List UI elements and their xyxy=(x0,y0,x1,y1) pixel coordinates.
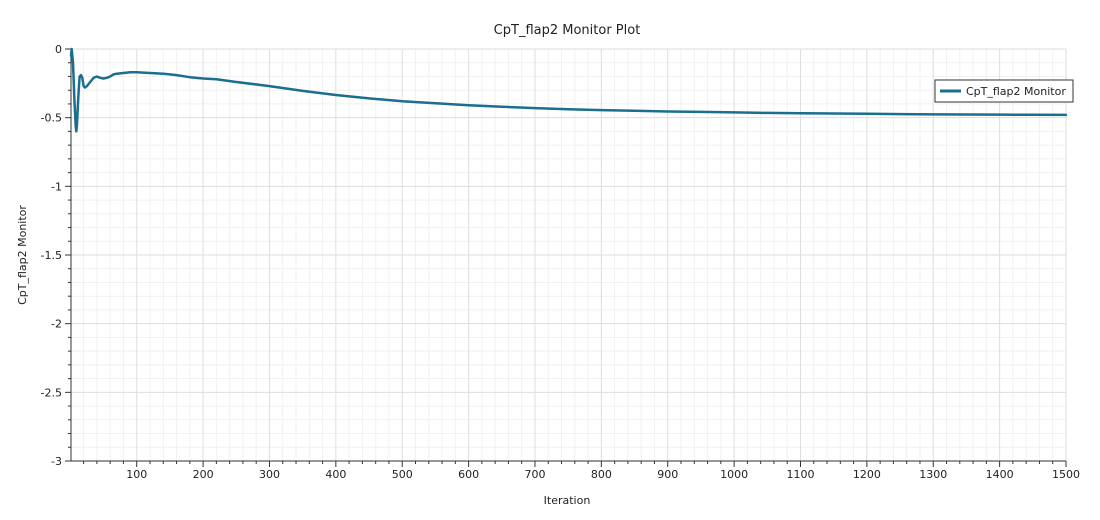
x-tick-label: 100 xyxy=(126,468,147,481)
legend-label: CpT_flap2 Monitor xyxy=(966,85,1066,98)
y-tick-label: 0 xyxy=(55,43,62,56)
x-tick-label: 800 xyxy=(591,468,612,481)
x-tick-label: 300 xyxy=(259,468,280,481)
x-tick-label: 600 xyxy=(458,468,479,481)
x-tick-label: 1400 xyxy=(986,468,1014,481)
series-line xyxy=(69,47,1068,133)
x-axis-label: Iteration xyxy=(544,494,591,507)
grid-layer xyxy=(71,48,1067,462)
legend: CpT_flap2 Monitor xyxy=(934,79,1074,103)
ticks-layer: 100 200 300 400 500 600 700 800 900 1000 1100 1200 1… xyxy=(41,43,1080,481)
y-tick-label: -3 xyxy=(51,455,62,468)
x-tick-label: 900 xyxy=(657,468,678,481)
x-tick-label: 1000 xyxy=(720,468,748,481)
y-axis-label: CpT_flap2 Monitor xyxy=(16,205,29,305)
series-layer xyxy=(69,47,1068,133)
y-tick-label: -0.5 xyxy=(41,112,62,125)
y-tick-label: -1 xyxy=(51,180,62,193)
x-tick-label: 200 xyxy=(193,468,214,481)
x-tick-label: 400 xyxy=(325,468,346,481)
chart-title: CpT_flap2 Monitor Plot xyxy=(494,23,641,38)
x-tick-label: 1200 xyxy=(853,468,881,481)
y-tick-label: -2 xyxy=(51,318,62,331)
x-tick-label: 1500 xyxy=(1052,468,1080,481)
x-tick-label: 500 xyxy=(392,468,413,481)
x-tick-label: 1100 xyxy=(786,468,814,481)
x-tick-label: 1300 xyxy=(919,468,947,481)
legend-box xyxy=(934,79,1074,103)
y-tick-label: -2.5 xyxy=(41,386,62,399)
x-tick-label: 700 xyxy=(524,468,545,481)
y-tick-label: -1.5 xyxy=(41,249,62,262)
